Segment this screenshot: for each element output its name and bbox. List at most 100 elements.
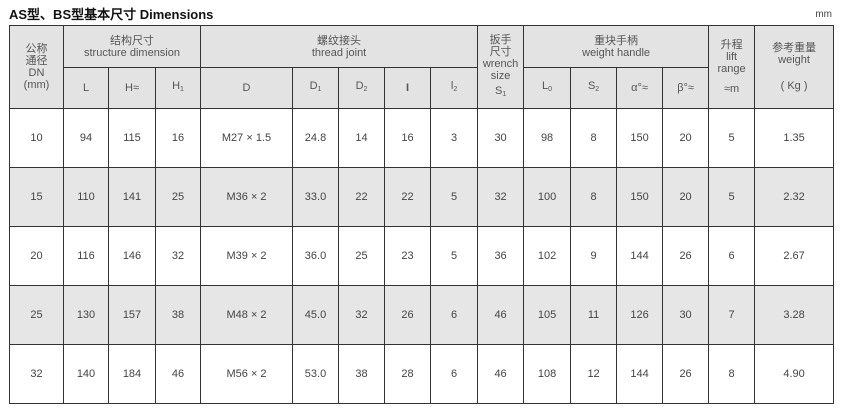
table-cell: 144 [616,226,664,286]
table-cell: 2.32 [754,167,835,227]
table-cell: 6 [708,226,756,286]
table-cell: 3 [430,108,479,168]
table-cell: 130 [63,285,109,345]
table-cell: 30 [662,285,710,345]
table-cell: 5 [430,226,479,286]
table-cell: 36.0 [292,226,340,286]
table-cell: 102 [523,226,572,286]
header-alpha: α°≈ [616,67,664,109]
table-cell: 108 [523,344,572,404]
table-cell: 26 [384,285,432,345]
header-L: L [63,67,109,109]
header-D1: D1 [292,67,340,109]
table-cell: 94 [63,108,109,168]
table-cell: 116 [63,226,109,286]
table-cell: 5 [708,167,756,227]
table-cell: 30 [477,108,525,168]
header-lift: 升程 lift range ≈m [708,25,756,109]
table-cell: 26 [662,226,710,286]
table-row: 10 94 115 16 M27 × 1.5 24.8 14 16 3 30 98 8 150 20 5 1.… [9,108,835,168]
table-cell: 22 [338,167,386,227]
table-cell: 3.28 [754,285,835,345]
header-D2: D2 [338,67,386,109]
table-cell: 32 [477,167,525,227]
header-weight-handle: 重块手柄 weight handle [523,25,710,68]
table-cell: 16 [154,108,202,168]
table-cell: 8 [570,108,618,168]
table-cell: 150 [616,108,664,168]
table-cell: 28 [384,344,432,404]
table-cell: 46 [477,344,525,404]
table-cell: 22 [384,167,432,227]
table-cell: 23 [384,226,432,286]
table-cell: M48 × 2 [200,285,294,345]
table-cell: 20 [9,226,64,286]
table-cell: 46 [154,344,202,404]
table-cell: 32 [338,285,386,345]
table-cell: 8 [570,167,618,227]
table-cell: 38 [154,285,202,345]
table-row: 32 140 184 46 M56 × 2 53.0 38 28 6 46 108 12 144 26 8 4… [9,344,835,404]
table-cell: 144 [616,344,664,404]
table-row: 25 130 157 38 M48 × 2 45.0 32 26 6 46 105 11 126 30 7 3… [9,285,835,345]
table-cell: 6 [430,285,479,345]
table-cell: 5 [430,167,479,227]
table-cell: 110 [63,167,109,227]
table-cell: M56 × 2 [200,344,294,404]
table-cell: 6 [430,344,479,404]
table-cell: 45.0 [292,285,340,345]
table-cell: 115 [108,108,156,168]
table-row: 20 116 146 32 M39 × 2 36.0 25 23 5 36 102 9 144 26 6 2.… [9,226,835,286]
table-cell: 10 [9,108,64,168]
table-cell: 1.35 [754,108,835,168]
table-cell: 126 [616,285,664,345]
header-D: D [200,67,294,109]
page-title: AS型、BS型基本尺寸 Dimensions [9,7,214,22]
table-cell: 12 [570,344,618,404]
header-thread: 螺纹接头 thread joint [200,25,479,68]
table-cell: 38 [338,344,386,404]
table-cell: 14 [338,108,386,168]
table-cell: 2.67 [754,226,835,286]
table-cell: 25 [338,226,386,286]
table-cell: 184 [108,344,156,404]
table-cell: 157 [108,285,156,345]
dimensions-table: 公称 通径 DN (mm) 结构尺寸 structure dimension 螺… [9,25,835,404]
table-cell: 32 [154,226,202,286]
header-beta: β°≈ [662,67,710,109]
table-cell: 150 [616,167,664,227]
header-structure: 结构尺寸 structure dimension [62,25,202,68]
table-cell: 36 [477,226,525,286]
table-cell: 98 [523,108,572,168]
table-cell: 25 [9,285,64,345]
table-cell: 24.8 [292,108,340,168]
table-cell: 20 [662,167,710,227]
header-l: I [384,67,432,109]
table-cell: 11 [570,285,618,345]
table-cell: 20 [662,108,710,168]
header-L0: L0 [523,67,572,109]
header-S2: S2 [570,67,618,109]
table-cell: 16 [384,108,432,168]
table-cell: 105 [523,285,572,345]
table-cell: 141 [108,167,156,227]
table-cell: M39 × 2 [200,226,294,286]
table-cell: M27 × 1.5 [200,108,294,168]
table-cell: M36 × 2 [200,167,294,227]
table-cell: 4.90 [754,344,835,404]
header-l2: l2 [430,67,479,109]
table-cell: 146 [108,226,156,286]
header-H1: H1 [154,67,202,109]
table-cell: 9 [570,226,618,286]
table-cell: 5 [708,108,756,168]
table-cell: 7 [708,285,756,345]
header-H: H≈ [108,67,156,109]
table-cell: 26 [662,344,710,404]
header-dn: 公称 通径 DN (mm) [9,25,64,109]
header-wrench: 扳手 尺寸 wrench size S1 [477,25,525,109]
table-cell: 140 [63,344,109,404]
table-cell: 100 [523,167,572,227]
table-row: 15 110 141 25 M36 × 2 33.0 22 22 5 32 100 8 150 20 5 2.… [9,167,835,227]
table-cell: 33.0 [292,167,340,227]
unit-label: mm [815,9,832,20]
